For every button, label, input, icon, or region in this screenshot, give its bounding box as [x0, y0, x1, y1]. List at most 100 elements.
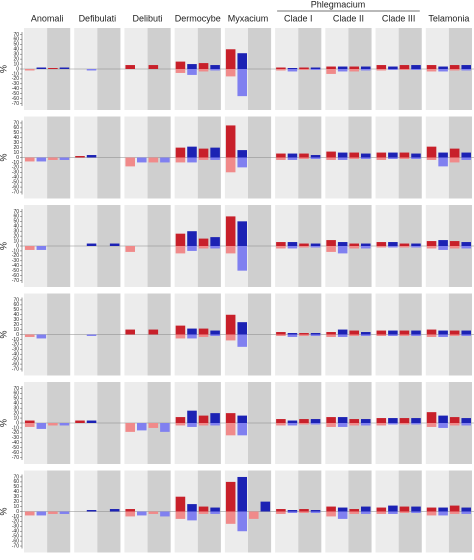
- gain-bar: [337, 329, 348, 335]
- y-tick-label: 60: [13, 302, 19, 308]
- loss-bar: [225, 334, 236, 341]
- gain-bar: [287, 420, 298, 423]
- y-axis-label: %: [0, 507, 8, 515]
- gain-bar: [225, 216, 236, 246]
- gain-bar: [175, 417, 186, 423]
- gain-bar: [426, 241, 437, 246]
- gain-bar: [287, 242, 298, 246]
- loss-bar: [399, 246, 410, 248]
- loss-bar: [349, 334, 359, 336]
- loss-bar: [125, 423, 135, 432]
- y-tick-label: -40: [12, 352, 19, 358]
- gain-bar: [461, 330, 471, 335]
- gain-bar: [349, 419, 359, 423]
- spanning-header: Phlegmacium: [311, 0, 366, 9]
- y-tick-label: 10: [13, 327, 19, 333]
- gain-bar: [449, 65, 460, 69]
- gain-bar: [426, 146, 437, 158]
- loss-bar: [25, 423, 35, 427]
- loss-bar: [361, 157, 371, 159]
- y-tick-label: -70: [12, 366, 19, 372]
- loss-bar: [388, 511, 398, 514]
- y-tick-label: 50: [13, 130, 19, 136]
- gain-bar: [399, 418, 410, 423]
- gain-bar: [175, 61, 186, 69]
- gain-bar: [438, 507, 448, 512]
- gain-bar: [411, 506, 421, 512]
- gain-bar: [388, 330, 398, 335]
- loss-bar: [399, 157, 410, 159]
- gain-bar: [399, 330, 410, 335]
- loss-bar: [399, 511, 410, 513]
- gain-bar: [148, 65, 159, 69]
- loss-bar: [376, 69, 387, 71]
- gain-bar: [187, 64, 197, 69]
- loss-bar: [349, 423, 359, 426]
- y-tick-label: -30: [12, 524, 19, 530]
- gain-bar: [449, 148, 460, 158]
- gain-bar: [175, 233, 186, 246]
- gain-bar: [175, 496, 186, 512]
- loss-bar: [25, 334, 35, 337]
- y-tick-label: -60: [12, 361, 19, 367]
- y-tick-label: -50: [12, 91, 19, 97]
- gain-bar: [461, 418, 471, 423]
- gain-bar: [361, 419, 371, 423]
- loss-bar: [86, 334, 97, 336]
- loss-bar: [326, 334, 336, 337]
- column-header: Delibuti: [133, 13, 163, 23]
- y-tick-label: -40: [12, 440, 19, 446]
- loss-bar: [198, 511, 209, 514]
- loss-bar: [461, 157, 471, 160]
- gain-bar: [225, 481, 236, 512]
- y-tick-label: 20: [13, 499, 19, 505]
- gain-bar: [326, 417, 336, 423]
- column-header: Telamonia: [428, 13, 469, 23]
- loss-bar: [337, 246, 348, 254]
- gain-bar: [287, 68, 298, 69]
- loss-bar: [276, 246, 286, 249]
- loss-bar: [361, 69, 371, 71]
- loss-bar: [198, 423, 209, 426]
- loss-bar: [461, 511, 471, 514]
- gain-bar: [109, 509, 120, 512]
- loss-bar: [175, 69, 186, 73]
- loss-bar: [326, 246, 336, 252]
- loss-bar: [449, 423, 460, 426]
- gain-bar: [276, 332, 286, 335]
- y-tick-label: 50: [13, 307, 19, 313]
- y-tick-label: -20: [12, 253, 19, 259]
- y-tick-label: -40: [12, 175, 19, 181]
- gain-bar: [310, 67, 321, 69]
- loss-bar: [426, 69, 437, 72]
- gain-bar: [187, 231, 197, 246]
- column-header: Myxacium: [228, 13, 269, 23]
- gain-bar: [86, 155, 97, 158]
- loss-bar: [187, 246, 197, 251]
- y-tick-label: -50: [12, 268, 19, 274]
- y-tick-label: -40: [12, 529, 19, 535]
- loss-bar: [25, 511, 35, 516]
- y-tick-label: -10: [12, 71, 19, 77]
- loss-bar: [349, 157, 359, 159]
- y-tick-label: 10: [13, 238, 19, 244]
- y-tick-label: 0: [16, 243, 19, 249]
- gain-bar: [198, 415, 209, 423]
- y-tick-label: 40: [13, 135, 19, 141]
- y-tick-label: 0: [16, 420, 19, 426]
- loss-bar: [376, 157, 387, 160]
- loss-bar: [438, 511, 448, 516]
- loss-bar: [438, 157, 448, 167]
- loss-bar: [249, 511, 259, 519]
- gain-bar: [326, 240, 336, 246]
- gain-bar: [411, 418, 421, 423]
- gain-bar: [237, 322, 247, 335]
- gain-bar: [198, 238, 209, 246]
- loss-bar: [175, 423, 186, 426]
- y-tick-label: 70: [13, 120, 19, 126]
- y-tick-label: 10: [13, 150, 19, 156]
- loss-bar: [86, 69, 97, 71]
- y-tick-label: 40: [13, 47, 19, 53]
- loss-bar: [237, 157, 247, 168]
